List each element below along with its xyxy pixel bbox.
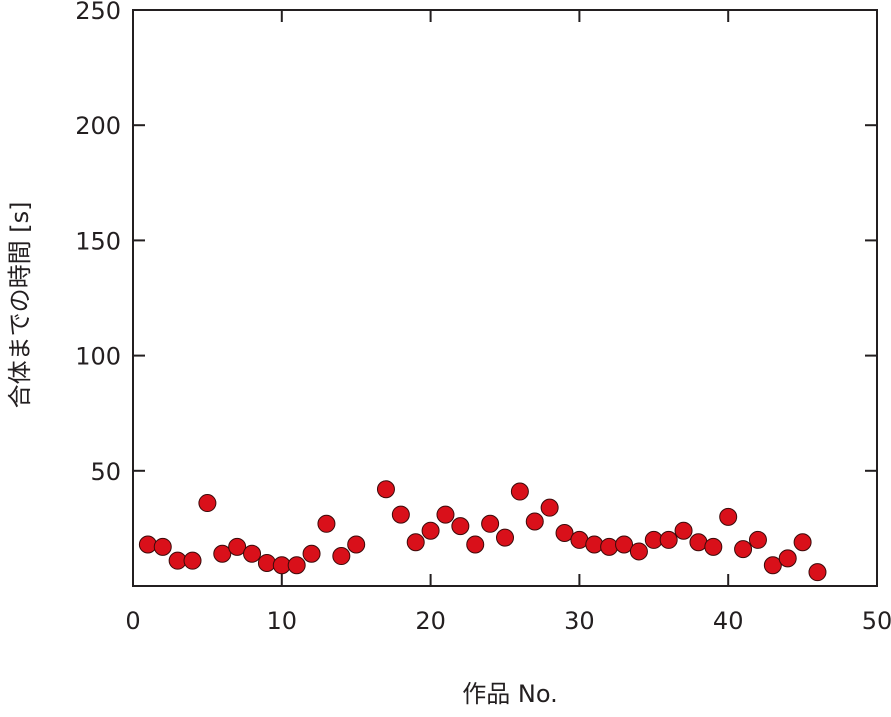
y-tick-label: 150 <box>75 227 121 255</box>
y-tick-label: 100 <box>75 343 121 371</box>
data-point <box>481 514 500 533</box>
data-point <box>153 537 172 556</box>
data-point <box>600 537 619 556</box>
data-point <box>138 535 157 554</box>
data-point <box>615 535 634 554</box>
tick-labels: 0 10 20 30 40 50 50 100 150 200 250 <box>75 0 891 635</box>
data-points <box>138 480 827 582</box>
y-tick-label: 200 <box>75 112 121 140</box>
data-point <box>719 507 738 526</box>
data-point <box>436 505 455 524</box>
y-tick-label: 50 <box>90 458 121 486</box>
data-point <box>183 551 202 570</box>
data-point <box>496 528 514 547</box>
x-tick-label: 50 <box>862 607 891 635</box>
data-point <box>257 553 276 572</box>
x-axis-title: 作品 No. <box>462 680 557 708</box>
data-point <box>198 494 217 513</box>
data-point <box>555 524 574 543</box>
data-point <box>406 533 425 552</box>
data-point <box>540 498 559 517</box>
data-point <box>317 514 336 533</box>
data-point <box>734 540 753 559</box>
data-point <box>689 533 708 552</box>
data-point <box>391 505 410 524</box>
data-point <box>704 537 723 556</box>
data-point <box>421 521 440 540</box>
data-point <box>793 533 812 552</box>
data-point <box>302 544 321 563</box>
data-point <box>659 530 678 549</box>
data-point <box>748 530 767 549</box>
y-tick-label: 250 <box>75 0 121 25</box>
axis-ticks <box>133 10 877 586</box>
data-point <box>228 537 247 556</box>
data-point <box>570 530 589 549</box>
data-point <box>332 547 351 566</box>
x-tick-label: 0 <box>125 607 140 635</box>
data-point <box>287 556 306 575</box>
data-point <box>451 517 470 536</box>
plot-frame <box>132 9 878 587</box>
data-point <box>510 482 529 501</box>
data-point <box>243 544 262 563</box>
data-point <box>585 535 604 554</box>
data-point <box>629 542 648 561</box>
x-tick-label: 40 <box>713 607 744 635</box>
data-point <box>347 535 366 554</box>
y-axis-title: 合体までの時間 [s] <box>6 202 34 409</box>
data-point <box>213 544 232 563</box>
data-point <box>763 556 782 575</box>
data-point <box>376 480 395 499</box>
data-point <box>808 563 827 582</box>
data-point <box>674 521 693 540</box>
x-tick-label: 30 <box>564 607 595 635</box>
x-tick-label: 20 <box>415 607 446 635</box>
data-point <box>525 512 544 531</box>
data-point <box>466 535 485 554</box>
x-tick-label: 10 <box>267 607 298 635</box>
data-point <box>778 549 797 568</box>
